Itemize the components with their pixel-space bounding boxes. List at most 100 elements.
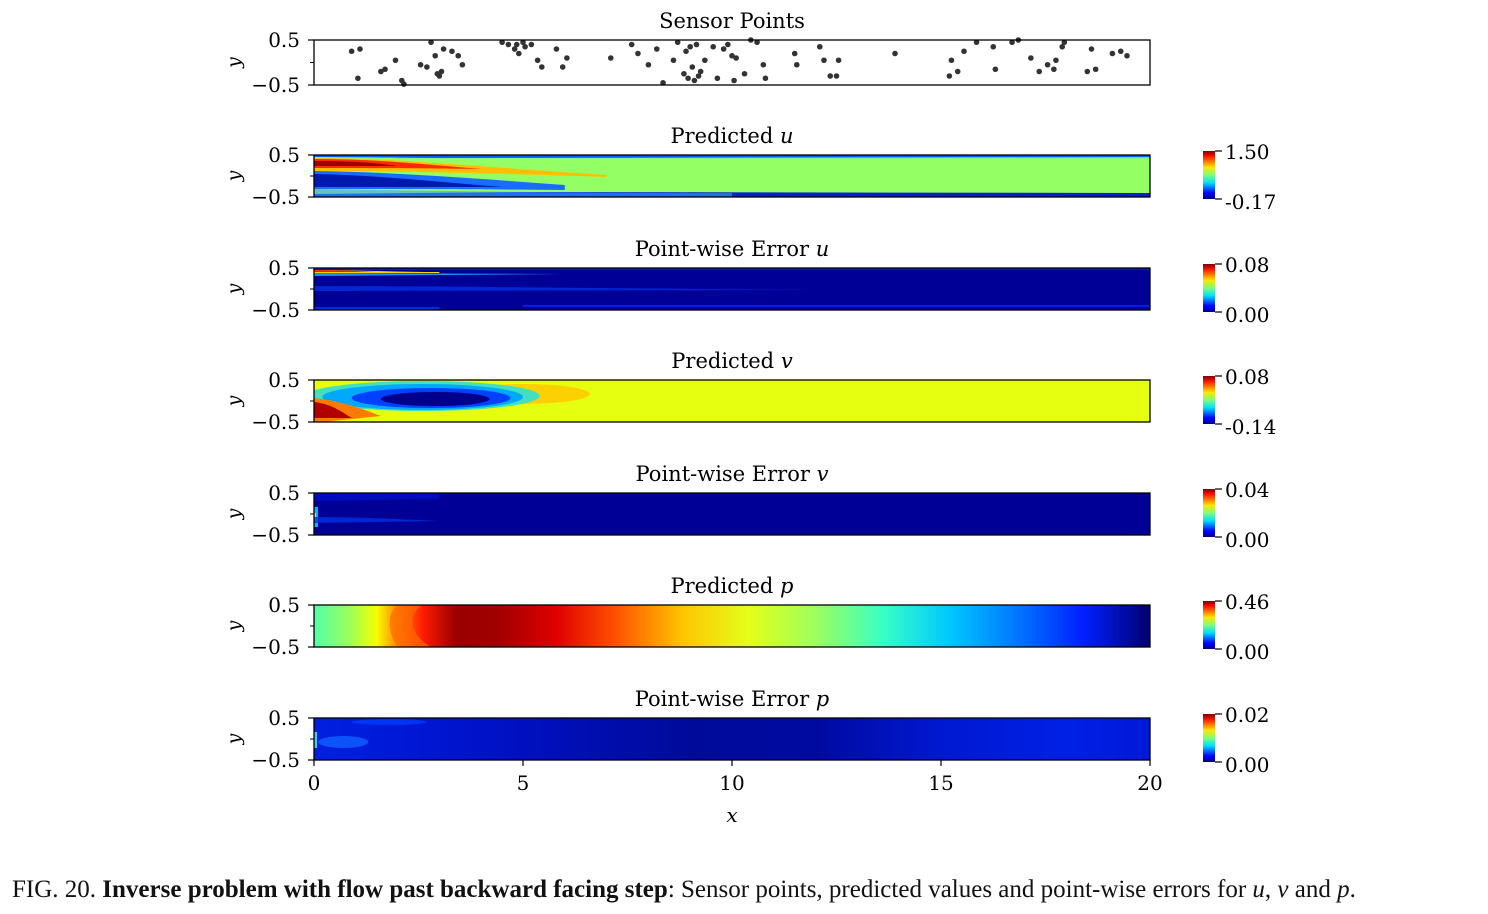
- sensor-point: [681, 70, 687, 77]
- sensor-point: [455, 52, 462, 59]
- x-tick-label: 20: [1137, 771, 1162, 795]
- sensor-point: [635, 50, 641, 57]
- colorbar-max-label: 0.04: [1225, 478, 1270, 502]
- caption-text: : Sensor points, predicted values and po…: [667, 876, 1253, 903]
- colorbar-max-label: 0.46: [1225, 590, 1270, 614]
- panel-title-text: Predicted: [671, 574, 781, 598]
- caption-var-u: u: [1252, 876, 1265, 903]
- panel-title-variable: p: [780, 574, 793, 598]
- y-tick-label: 0.5: [268, 368, 300, 392]
- sensor-point: [428, 39, 434, 46]
- colorbar-max-label: 0.02: [1225, 703, 1270, 727]
- y-tick-label: −0.5: [251, 185, 300, 209]
- y-axis-label: y: [223, 620, 245, 632]
- colorbar-max-label: 0.08: [1225, 253, 1270, 277]
- y-tick-label: −0.5: [251, 635, 300, 659]
- panel-title-variable: v: [781, 349, 793, 373]
- sensor-point: [835, 57, 842, 64]
- sensor-point: [505, 41, 512, 48]
- sensor-point: [685, 75, 691, 82]
- x-tick-label: 10: [719, 771, 744, 795]
- sensor-point: [1084, 68, 1091, 75]
- y-tick-label: 0.5: [268, 481, 300, 505]
- sensor-point: [348, 48, 355, 55]
- caption-sep-2: and: [1288, 876, 1338, 903]
- colorbar: [1203, 151, 1215, 199]
- colorbar: [1203, 376, 1215, 424]
- y-axis-label: y: [223, 508, 245, 520]
- sensor-point: [392, 57, 399, 64]
- sensor-point: [520, 39, 526, 46]
- panel-title-text: Point-wise Error: [635, 687, 816, 711]
- sensor-point: [793, 61, 800, 68]
- sensor-point: [459, 61, 466, 68]
- colorbar-min-label: 0.00: [1225, 640, 1270, 664]
- sensor-point: [1117, 48, 1124, 55]
- sensor-point: [961, 48, 967, 55]
- caption-end: .: [1349, 876, 1356, 903]
- sensor-point: [731, 77, 737, 84]
- sensor-point: [607, 55, 614, 61]
- colorbar-min-label: -0.14: [1225, 415, 1276, 439]
- sensor-point: [1053, 57, 1059, 64]
- colorbar: [1203, 601, 1215, 649]
- colorbar: [1203, 489, 1215, 537]
- sensor-point: [1044, 61, 1051, 68]
- caption-label: FIG. 20.: [12, 876, 97, 903]
- plot-area: [313, 604, 1151, 648]
- sensor-point: [1028, 55, 1034, 61]
- plot-area: [313, 267, 1151, 311]
- sensor-point: [990, 43, 997, 50]
- panel-6: Predicted p 0.5 −0.5 y 0.46 0.00: [223, 574, 1270, 664]
- plot-area: [313, 37, 1151, 87]
- sensor-point: [516, 50, 522, 57]
- y-axis-label: y: [223, 170, 245, 182]
- panel-title-text: Predicted: [670, 124, 780, 148]
- sensor-point: [553, 46, 560, 52]
- panel-title: Predicted u: [670, 124, 793, 148]
- sensor-point: [355, 75, 361, 82]
- sensor-point: [674, 39, 681, 46]
- panel-title-variable: p: [816, 687, 829, 711]
- sensor-point: [417, 61, 424, 68]
- panel-title-variable: v: [817, 462, 829, 486]
- sensor-point: [449, 48, 455, 55]
- panel-title: Sensor Points: [659, 9, 805, 33]
- panel-3: Point-wise Error u 0.5 −0.5 y 0.08 0.00: [223, 237, 1270, 327]
- sensor-point: [1088, 46, 1095, 52]
- sensor-point: [691, 77, 698, 84]
- heatmap-err_u: [314, 268, 1150, 310]
- panel-5: Point-wise Error v 0.5 −0.5 y 0.04 0.00: [223, 462, 1270, 552]
- sensor-point: [946, 73, 953, 79]
- sensor-point: [628, 41, 635, 48]
- sensor-point: [1051, 66, 1057, 73]
- sensor-point: [378, 68, 384, 75]
- sensor-point: [1092, 66, 1099, 73]
- plot-area: [313, 717, 1151, 761]
- heatmap-pred_p: [314, 605, 1150, 647]
- panel-title-variable: u: [780, 124, 794, 148]
- panel-title-variable: u: [816, 237, 830, 261]
- colorbar: [1203, 714, 1215, 762]
- sensor-point: [382, 66, 388, 73]
- sensor-point: [436, 73, 443, 79]
- sensor-point: [660, 79, 666, 86]
- sensor-point: [499, 39, 505, 46]
- caption-var-v: v: [1277, 876, 1289, 903]
- sensor-point: [741, 70, 748, 77]
- y-tick-label: −0.5: [251, 523, 300, 547]
- heatmap-err_v: [314, 493, 1150, 535]
- sensor-point: [754, 39, 760, 46]
- y-tick-label: −0.5: [251, 298, 300, 322]
- y-axis-label: y: [223, 733, 245, 745]
- y-tick-label: −0.5: [251, 748, 300, 772]
- figure-caption: FIG. 20. Inverse problem with flow past …: [12, 876, 1482, 904]
- sensor-point: [653, 46, 660, 52]
- sensor-point: [710, 43, 716, 50]
- panel-title: Point-wise Error p: [635, 687, 830, 711]
- y-tick-label: 0.5: [268, 28, 300, 52]
- colorbar-min-label: 0.00: [1225, 528, 1270, 552]
- sensor-point: [697, 68, 704, 75]
- colorbar-min-label: 0.00: [1225, 303, 1270, 327]
- sensor-point: [816, 43, 823, 50]
